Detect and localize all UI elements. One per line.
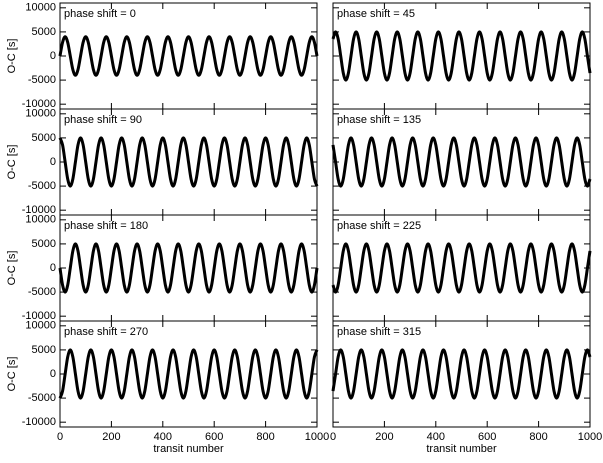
y-tick-label: -10000 [22, 310, 56, 322]
y-tick-label: 5000 [32, 132, 56, 144]
panel-annotation: phase shift = 0 [64, 8, 136, 20]
y-tick-label: -5000 [28, 74, 56, 86]
data-line [331, 242, 592, 294]
y-axis-label: O-C [s] [6, 251, 18, 286]
y-axis-label: O-C [s] [6, 39, 18, 74]
data-line [58, 35, 319, 77]
x-tick-label: 0 [330, 431, 336, 443]
data-line [331, 348, 592, 400]
x-axis-label: transit number [153, 443, 224, 455]
x-tick-label: 800 [256, 431, 274, 443]
y-tick-label: -10000 [22, 204, 56, 216]
panel-annotation: phase shift = 180 [64, 220, 148, 232]
x-tick-label: 1000 [305, 431, 329, 443]
y-tick-label: -5000 [28, 286, 56, 298]
y-tick-label: -5000 [28, 392, 56, 404]
panel-annotation: phase shift = 270 [64, 326, 148, 338]
y-tick-label: 0 [50, 368, 56, 380]
y-tick-label: -10000 [22, 98, 56, 110]
y-tick-label: 0 [50, 50, 56, 62]
data-line [331, 30, 592, 82]
y-tick-label: 10000 [25, 214, 56, 226]
data-line [58, 136, 319, 188]
x-tick-label: 200 [375, 431, 393, 443]
y-tick-label: 10000 [25, 2, 56, 14]
x-tick-label: 400 [154, 431, 172, 443]
y-tick-label: 10000 [25, 320, 56, 332]
x-tick-label: 1000 [578, 431, 602, 443]
y-tick-label: 0 [50, 156, 56, 168]
x-tick-label: 400 [427, 431, 445, 443]
x-tick-label: 200 [102, 431, 120, 443]
x-tick-label: 0 [57, 431, 63, 443]
y-tick-label: 10000 [25, 108, 56, 120]
x-tick-label: 600 [478, 431, 496, 443]
panel-annotation: phase shift = 315 [337, 326, 421, 338]
data-line [58, 348, 319, 400]
panel-annotation: phase shift = 135 [337, 114, 421, 126]
panel-annotation: phase shift = 45 [337, 8, 415, 20]
y-tick-label: 0 [50, 262, 56, 274]
panel-annotation: phase shift = 90 [64, 114, 142, 126]
x-axis-label: transit number [426, 443, 497, 455]
y-tick-label: 5000 [32, 238, 56, 250]
data-line [331, 136, 592, 188]
data-line [58, 242, 319, 294]
y-axis-label: O-C [s] [6, 357, 18, 392]
x-tick-label: 600 [205, 431, 223, 443]
y-tick-label: 5000 [32, 26, 56, 38]
panel-annotation: phase shift = 225 [337, 220, 421, 232]
x-tick-label: 800 [529, 431, 547, 443]
y-tick-label: 5000 [32, 344, 56, 356]
y-axis-label: O-C [s] [6, 145, 18, 180]
y-tick-label: -5000 [28, 180, 56, 192]
y-tick-label: -10000 [22, 416, 56, 428]
